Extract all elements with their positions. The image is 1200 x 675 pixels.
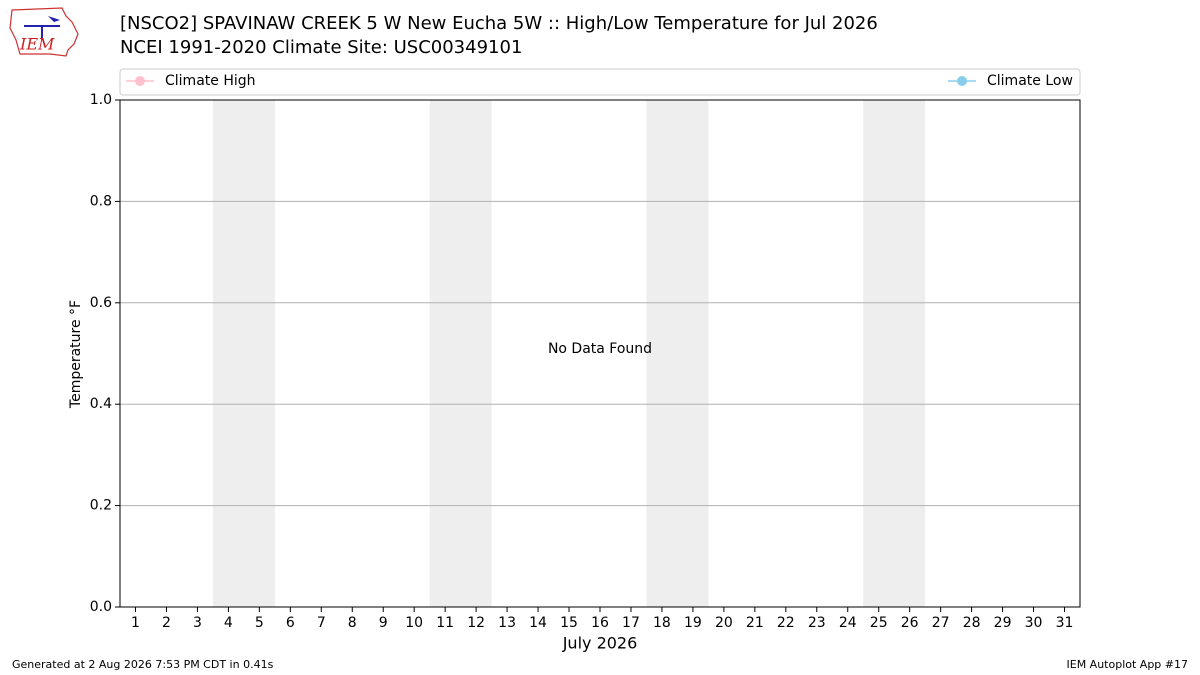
x-tick-label: 30: [1025, 615, 1043, 631]
y-tick-label: 0.8: [90, 193, 112, 209]
x-tick-label: 9: [379, 615, 388, 631]
x-tick-label: 27: [932, 615, 950, 631]
annotation: No Data Found: [548, 341, 652, 357]
footer-right: IEM Autoplot App #17: [1067, 658, 1189, 671]
y-tick-label: 0.2: [90, 498, 112, 514]
x-tick-label: 18: [653, 615, 671, 631]
x-tick-label: 31: [1056, 615, 1074, 631]
legend-marker: [135, 76, 145, 86]
x-tick-label: 3: [193, 615, 202, 631]
x-tick-label: 25: [870, 615, 888, 631]
chart-subtitle: NCEI 1991-2020 Climate Site: USC00349101: [120, 37, 522, 58]
x-tick-label: 28: [963, 615, 981, 631]
x-tick-label: 8: [348, 615, 357, 631]
x-tick-label: 10: [405, 615, 423, 631]
x-tick-label: 22: [777, 615, 795, 631]
x-axis-label: July 2026: [562, 634, 638, 653]
x-tick-label: 4: [224, 615, 233, 631]
y-tick-label: 0.0: [90, 599, 112, 615]
logo: IEM: [9, 7, 79, 57]
x-tick-label: 24: [839, 615, 857, 631]
weekend-band: [212, 100, 275, 607]
legend-box: [119, 68, 1081, 96]
x-tick-label: 14: [529, 615, 547, 631]
logo-text: IEM: [19, 35, 55, 54]
x-tick-label: 15: [560, 615, 578, 631]
plot-frame: [119, 99, 1081, 608]
y-tick-label: 0.4: [90, 396, 112, 412]
logo-flag: [48, 16, 60, 22]
weekend-band: [646, 100, 709, 607]
y-axis-label: Temperature °F: [68, 300, 84, 409]
x-tick-label: 11: [436, 615, 454, 631]
x-tick-label: 7: [317, 615, 326, 631]
y-tick-label: 0.6: [90, 295, 112, 311]
x-tick-label: 21: [746, 615, 764, 631]
x-tick-label: 26: [901, 615, 919, 631]
y-tick-label: 1.0: [90, 92, 112, 108]
x-tick-label: 16: [591, 615, 609, 631]
x-tick-label: 29: [994, 615, 1012, 631]
x-tick-label: 6: [286, 615, 295, 631]
footer-left: Generated at 2 Aug 2026 7:53 PM CDT in 0…: [12, 658, 274, 671]
x-tick-label: 13: [498, 615, 516, 631]
weekend-band: [429, 100, 492, 607]
chart-title: [NSCO2] SPAVINAW CREEK 5 W New Eucha 5W …: [120, 13, 878, 34]
legend-label: Climate Low: [987, 73, 1073, 89]
x-tick-label: 19: [684, 615, 702, 631]
weekend-band: [863, 100, 926, 607]
logo-outline: [9, 7, 79, 57]
x-tick-label: 5: [255, 615, 264, 631]
legend-marker: [957, 76, 967, 86]
x-tick-label: 17: [622, 615, 640, 631]
legend-label: Climate High: [165, 73, 256, 89]
x-tick-label: 1: [131, 615, 140, 631]
x-tick-label: 20: [715, 615, 733, 631]
x-tick-label: 12: [467, 615, 485, 631]
x-tick-label: 2: [162, 615, 171, 631]
x-tick-label: 23: [808, 615, 826, 631]
